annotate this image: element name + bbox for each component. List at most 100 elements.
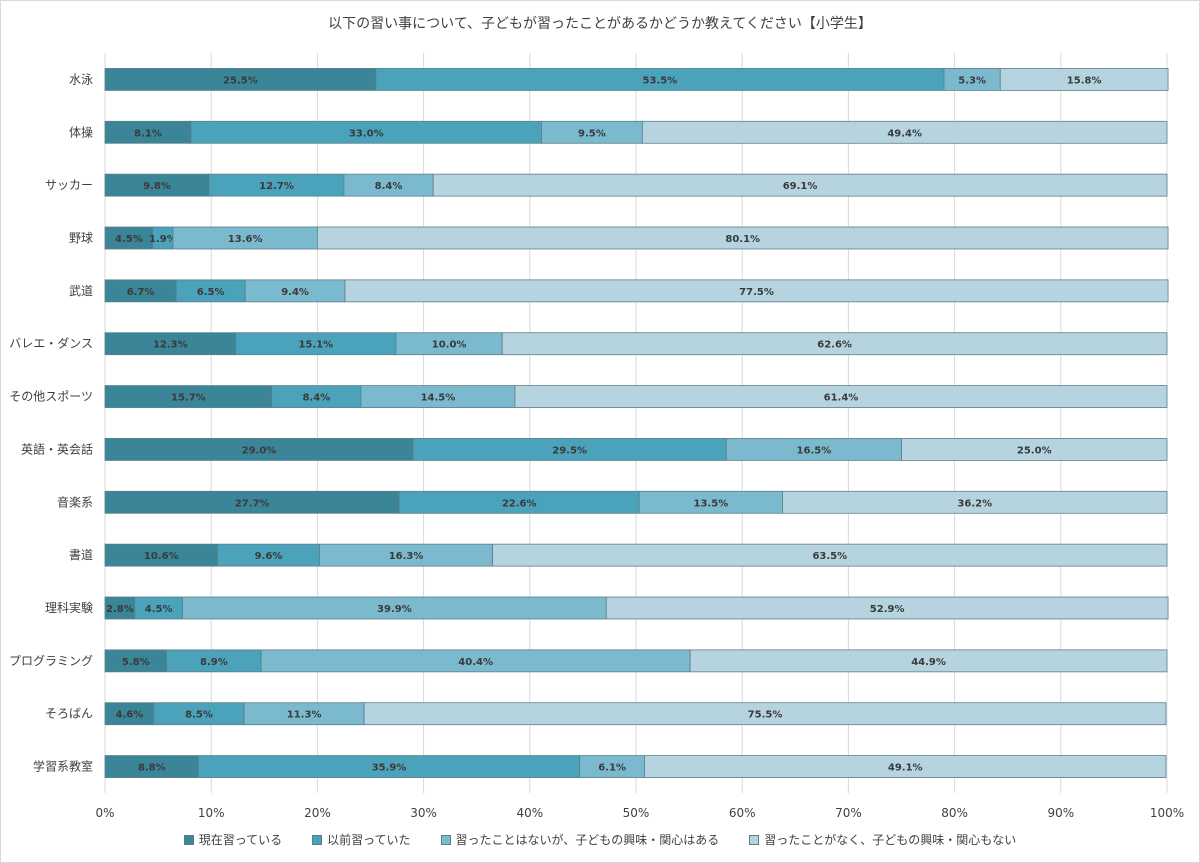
data-label: 52.9% bbox=[870, 604, 905, 615]
category-label: 書道 bbox=[69, 548, 93, 562]
data-label: 9.5% bbox=[578, 128, 606, 139]
bar-segment bbox=[689, 649, 1168, 673]
legend-swatch bbox=[312, 834, 323, 845]
data-label: 1.9% bbox=[149, 234, 177, 245]
legend-item: 習ったことがなく、子どもの興味・関心もない bbox=[749, 831, 1016, 848]
data-label: 8.9% bbox=[200, 657, 228, 668]
data-label: 25.0% bbox=[1017, 445, 1052, 456]
data-label: 39.9% bbox=[377, 604, 412, 615]
legend-swatch bbox=[749, 834, 760, 845]
data-label: 11.3% bbox=[287, 710, 322, 721]
data-label: 61.4% bbox=[824, 393, 859, 404]
data-label: 16.3% bbox=[389, 551, 424, 562]
bar-segment bbox=[501, 332, 1168, 356]
category-label: 学習系教室 bbox=[33, 759, 93, 774]
legend-item: 以前習っていた bbox=[312, 831, 411, 848]
data-label: 63.5% bbox=[812, 551, 847, 562]
data-label: 9.4% bbox=[281, 287, 309, 298]
legend-swatch bbox=[183, 834, 194, 845]
data-label: 15.7% bbox=[171, 393, 206, 404]
data-label: 27.7% bbox=[235, 498, 270, 509]
category-label: 理科実験 bbox=[45, 600, 93, 615]
legend-label: 習ったことがなく、子どもの興味・関心もない bbox=[764, 833, 1017, 847]
category-label: プログラミング bbox=[9, 654, 93, 668]
data-label: 8.5% bbox=[185, 710, 213, 721]
x-tick-label: 70% bbox=[835, 806, 862, 820]
bar-segment bbox=[344, 279, 1169, 303]
data-label: 8.1% bbox=[134, 128, 162, 139]
data-label: 16.5% bbox=[797, 445, 832, 456]
x-tick-label: 50% bbox=[623, 806, 650, 820]
bar-segment bbox=[514, 385, 1168, 408]
data-label: 62.6% bbox=[817, 340, 852, 351]
category-label: 英語・英会話 bbox=[21, 441, 93, 456]
bar-segment bbox=[432, 173, 1168, 197]
data-label: 69.1% bbox=[783, 181, 818, 192]
x-tick-label: 100% bbox=[1150, 806, 1184, 820]
category-label: 水泳 bbox=[69, 72, 93, 86]
legend-label: 習ったことはないが、子どもの興味・関心はある bbox=[455, 833, 720, 847]
data-label: 40.4% bbox=[458, 657, 493, 668]
data-label: 10.6% bbox=[144, 551, 179, 562]
data-label: 6.5% bbox=[197, 287, 225, 298]
chart-legend: 現在習っている 以前習っていた 習ったことはないが、子どもの興味・関心はある 習ったこ… bbox=[1, 831, 1199, 848]
x-tick-label: 0% bbox=[95, 806, 114, 820]
data-label: 33.0% bbox=[349, 128, 384, 139]
data-label: 13.6% bbox=[228, 234, 263, 245]
bar-segment bbox=[363, 702, 1167, 726]
data-label: 13.5% bbox=[694, 498, 729, 509]
data-label: 75.5% bbox=[748, 710, 783, 721]
data-label: 4.5% bbox=[115, 234, 143, 245]
data-label: 80.1% bbox=[725, 234, 760, 245]
data-label: 6.7% bbox=[127, 287, 155, 298]
data-label: 6.1% bbox=[598, 763, 626, 774]
data-label: 9.8% bbox=[143, 181, 171, 192]
bar-segment bbox=[641, 120, 1168, 144]
chart-title: 以下の習い事について、子どもが習ったことがあるかどうか教えてください【小学生】 bbox=[328, 16, 872, 32]
x-tick-label: 20% bbox=[304, 806, 331, 820]
x-tick-label: 80% bbox=[941, 806, 968, 820]
x-tick-label: 40% bbox=[516, 806, 543, 820]
data-label: 14.5% bbox=[421, 393, 456, 404]
category-label: 音楽系 bbox=[57, 494, 93, 509]
data-label: 5.3% bbox=[958, 75, 986, 86]
data-label: 44.9% bbox=[911, 657, 946, 668]
legend-item: 習ったことはないが、子どもの興味・関心はある bbox=[440, 831, 720, 848]
data-label: 8.8% bbox=[138, 763, 166, 774]
data-label: 5.8% bbox=[122, 657, 150, 668]
data-label: 25.5% bbox=[223, 75, 258, 86]
data-label: 29.0% bbox=[242, 445, 277, 456]
data-label: 49.1% bbox=[888, 763, 923, 774]
legend-label: 以前習っていた bbox=[327, 833, 411, 847]
data-label: 35.9% bbox=[372, 763, 407, 774]
data-label: 53.5% bbox=[643, 75, 678, 86]
data-label: 77.5% bbox=[739, 287, 774, 298]
data-label: 15.8% bbox=[1067, 75, 1102, 86]
data-label: 12.3% bbox=[153, 340, 188, 351]
data-label: 9.6% bbox=[255, 551, 283, 562]
data-label: 22.6% bbox=[502, 498, 537, 509]
data-label: 8.4% bbox=[302, 393, 330, 404]
data-label: 2.8% bbox=[106, 604, 134, 615]
data-label: 4.5% bbox=[145, 604, 173, 615]
data-label: 8.4% bbox=[375, 181, 403, 192]
category-label: 野球 bbox=[69, 231, 93, 245]
bar-segment bbox=[644, 755, 1167, 778]
legend-swatch bbox=[440, 834, 451, 845]
data-label: 12.7% bbox=[259, 181, 294, 192]
bar-segment bbox=[605, 596, 1169, 620]
data-label: 10.0% bbox=[432, 340, 467, 351]
category-label: 体操 bbox=[69, 124, 93, 139]
data-label: 29.5% bbox=[552, 445, 587, 456]
data-label: 4.6% bbox=[116, 710, 144, 721]
bar-segment bbox=[999, 68, 1169, 91]
data-label: 36.2% bbox=[957, 498, 992, 509]
x-tick-label: 10% bbox=[198, 806, 225, 820]
category-label: 武道 bbox=[69, 284, 93, 298]
legend-label: 現在習っている bbox=[198, 833, 283, 847]
category-label: そろばん bbox=[45, 707, 93, 721]
category-label: サッカー bbox=[45, 178, 93, 192]
data-label: 15.1% bbox=[298, 340, 333, 351]
